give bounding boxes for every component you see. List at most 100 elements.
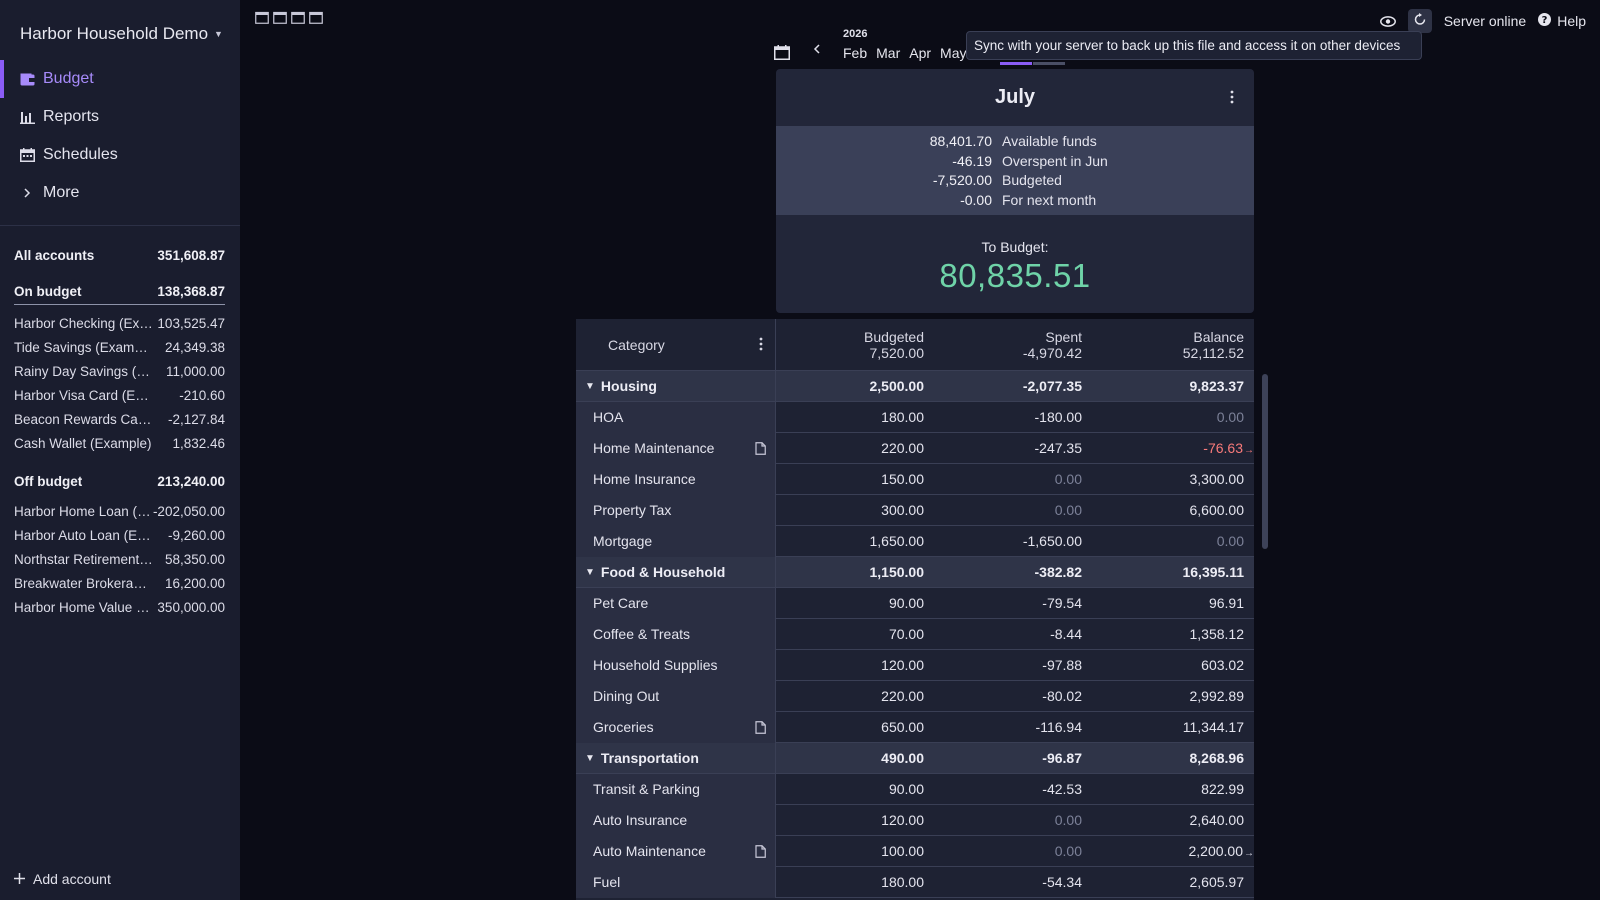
spent-cell[interactable]: 0.00 — [934, 471, 1092, 487]
category-cell[interactable]: Home Maintenance — [576, 432, 776, 464]
balance-cell[interactable]: 3,300.00 — [1092, 471, 1254, 487]
category-cell[interactable]: Groceries — [576, 711, 776, 743]
category-cell[interactable]: Household Supplies — [576, 649, 776, 681]
more-vertical-icon[interactable] — [1230, 87, 1234, 110]
month-feb[interactable]: Feb — [843, 45, 868, 61]
category-row[interactable]: Transit & Parking 90.00 -42.53 822.99 — [576, 773, 1254, 805]
category-cell[interactable]: Mortgage — [576, 525, 776, 557]
collapse-caret-icon[interactable]: ▼ — [585, 752, 595, 764]
spent-cell[interactable]: 0.00 — [934, 812, 1092, 828]
balance-cell[interactable]: 16,395.11 — [1092, 564, 1254, 580]
category-cell[interactable]: Dining Out — [576, 680, 776, 712]
account-row[interactable]: Harbor Checking (Example)103,525.47 — [14, 311, 225, 335]
category-cell[interactable]: Coffee & Treats — [576, 618, 776, 650]
budgeted-cell[interactable]: 100.00 — [776, 843, 934, 859]
account-row[interactable]: Cash Wallet (Example) 1,832.46 — [14, 431, 225, 455]
eye-icon[interactable] — [1379, 15, 1396, 27]
budgeted-cell[interactable]: 120.00 — [776, 812, 934, 828]
all-accounts-row[interactable]: All accounts 351,608.87 — [14, 243, 225, 267]
category-group-row[interactable]: ▼ Housing 2,500.00 -2,077.35 9,823.37 — [576, 370, 1254, 402]
chevron-left-icon[interactable] — [812, 42, 822, 61]
balance-cell[interactable]: 1,358.12 — [1092, 626, 1254, 642]
category-group-row[interactable]: ▼ Transportation 490.00 -96.87 8,268.96 — [576, 742, 1254, 774]
sync-button[interactable] — [1407, 9, 1432, 33]
budget-name-menu[interactable]: Harbor Household Demo ▼ — [20, 24, 223, 44]
budgeted-cell[interactable]: 150.00 — [776, 471, 934, 487]
spent-cell[interactable]: 0.00 — [934, 502, 1092, 518]
budgeted-cell[interactable]: 220.00 — [776, 688, 934, 704]
budgeted-cell[interactable]: 180.00 — [776, 409, 934, 425]
account-row[interactable]: Harbor Auto Loan (Example) -9,260.00 — [14, 523, 225, 547]
balance-cell[interactable]: 2,605.97 — [1092, 874, 1254, 890]
calendar-icon[interactable] — [309, 11, 323, 24]
on-budget-row[interactable]: On budget 138,368.87 — [14, 281, 225, 305]
category-row[interactable]: Coffee & Treats 70.00 -8.44 1,358.12 — [576, 618, 1254, 650]
balance-cell[interactable]: 11,344.17 — [1092, 719, 1254, 735]
category-cell[interactable]: Pet Care — [576, 587, 776, 619]
category-cell[interactable]: HOA — [576, 401, 776, 433]
balance-cell[interactable]: -76.63→ — [1092, 440, 1254, 456]
off-budget-row[interactable]: Off budget 213,240.00 — [14, 469, 225, 493]
category-cell[interactable]: Property Tax — [576, 494, 776, 526]
category-row[interactable]: Property Tax 300.00 0.00 6,600.00 — [576, 494, 1254, 526]
category-cell[interactable]: ▼ Housing — [576, 370, 776, 402]
category-row[interactable]: Dining Out 220.00 -80.02 2,992.89 — [576, 680, 1254, 712]
spent-cell[interactable]: -97.88 — [934, 657, 1092, 673]
account-row[interactable]: Beacon Rewards Card (Example) -2,127.84 — [14, 407, 225, 431]
category-row[interactable]: Groceries 650.00 -116.94 11,344.17 — [576, 711, 1254, 743]
category-row[interactable]: Auto Maintenance 100.00 0.00 2,200.00→ — [576, 835, 1255, 867]
account-row[interactable]: Harbor Home Value (Example)350,000.00 — [14, 595, 225, 619]
collapse-caret-icon[interactable]: ▼ — [585, 380, 595, 392]
account-row[interactable]: Breakwater Brokerage (Example) 16,200.00 — [14, 571, 225, 595]
balance-cell[interactable]: 2,200.00→ — [1092, 843, 1255, 859]
budgeted-cell[interactable]: 2,500.00 — [776, 378, 934, 394]
budgeted-cell[interactable]: 120.00 — [776, 657, 934, 673]
spent-cell[interactable]: -2,077.35 — [934, 378, 1092, 394]
note-icon[interactable] — [755, 720, 766, 737]
category-row[interactable]: Auto Insurance 120.00 0.00 2,640.00 — [576, 804, 1254, 836]
calendar-icon[interactable] — [774, 45, 790, 63]
budgeted-cell[interactable]: 490.00 — [776, 750, 934, 766]
category-cell[interactable]: ▼ Transportation — [576, 742, 776, 774]
balance-cell[interactable]: 0.00 — [1092, 409, 1254, 425]
budgeted-cell[interactable]: 300.00 — [776, 502, 934, 518]
add-account-button[interactable]: Add account — [14, 871, 111, 887]
server-status[interactable]: Server online — [1443, 13, 1527, 29]
category-cell[interactable]: ▼ Food & Household — [576, 556, 776, 588]
account-row[interactable]: Tide Savings (Example) 24,349.38 — [14, 335, 225, 359]
calendar-icon[interactable] — [291, 11, 305, 24]
budgeted-cell[interactable]: 220.00 — [776, 440, 934, 456]
balance-cell[interactable]: 9,823.37 — [1092, 378, 1254, 394]
balance-cell[interactable]: 6,600.00 — [1092, 502, 1254, 518]
calendar-icon[interactable] — [273, 11, 287, 24]
budgeted-cell[interactable]: 70.00 — [776, 626, 934, 642]
spent-cell[interactable]: -247.35 — [934, 440, 1092, 456]
note-icon[interactable] — [755, 441, 766, 458]
spent-cell[interactable]: -1,650.00 — [934, 533, 1092, 549]
account-row[interactable]: Harbor Visa Card (Example) -210.60 — [14, 383, 225, 407]
account-row[interactable]: Rainy Day Savings (Example) 11,000.00 — [14, 359, 225, 383]
spent-cell[interactable]: 0.00 — [934, 843, 1092, 859]
balance-cell[interactable]: 2,992.89 — [1092, 688, 1254, 704]
budgeted-cell[interactable]: 180.00 — [776, 874, 934, 890]
spent-cell[interactable]: -79.54 — [934, 595, 1092, 611]
spent-cell[interactable]: -180.00 — [934, 409, 1092, 425]
collapse-caret-icon[interactable]: ▼ — [585, 566, 595, 578]
spent-cell[interactable]: -80.02 — [934, 688, 1092, 704]
category-cell[interactable]: Auto Insurance — [576, 804, 776, 836]
category-cell[interactable]: Transit & Parking — [576, 773, 776, 805]
budgeted-cell[interactable]: 90.00 — [776, 595, 934, 611]
month-mar[interactable]: Mar — [876, 45, 901, 61]
balance-cell[interactable]: 822.99 — [1092, 781, 1254, 797]
category-cell[interactable]: Fuel — [576, 866, 776, 898]
sidebar-item-schedules[interactable]: Schedules — [0, 136, 240, 174]
note-icon[interactable] — [755, 844, 766, 861]
balance-cell[interactable]: 8,268.96 — [1092, 750, 1254, 766]
sidebar-item-more[interactable]: More — [0, 174, 240, 212]
category-group-row[interactable]: ▼ Food & Household 1,150.00 -382.82 16,395.1… — [576, 556, 1254, 588]
account-row[interactable]: Northstar Retirement (Example) 58,350.00 — [14, 547, 225, 571]
month-apr[interactable]: Apr — [909, 45, 932, 61]
category-cell[interactable]: Auto Maintenance — [576, 835, 776, 867]
balance-cell[interactable]: 603.02 — [1092, 657, 1254, 673]
budgeted-cell[interactable]: 1,650.00 — [776, 533, 934, 549]
